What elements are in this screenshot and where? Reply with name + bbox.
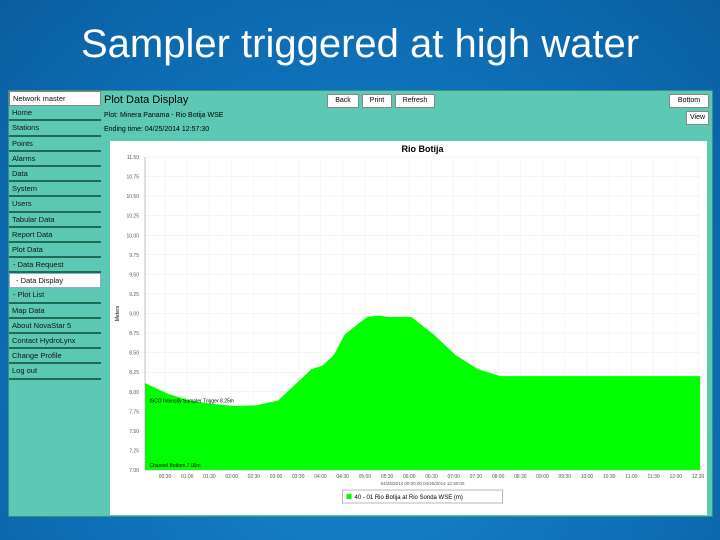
- x-tick-label: 05:30: [381, 474, 394, 480]
- back-button[interactable]: Back: [327, 94, 359, 108]
- sidebar-item[interactable]: System: [9, 182, 101, 198]
- y-tick-label: 9.00: [129, 312, 139, 318]
- plot-name: Plot: Minera Panama - Rio Botija WSE: [104, 112, 224, 119]
- y-tick-label: 11.50: [127, 155, 139, 161]
- x-tick-label: 12:00: [670, 474, 683, 480]
- plot-area: Rio Botija 11.50 10.75 10.50 10.25 10.00 9.75 9…: [110, 141, 707, 515]
- sidebar-item[interactable]: Users: [9, 197, 101, 213]
- y-tick-label: 9.50: [129, 272, 139, 278]
- y-tick-label: 8.00: [129, 390, 139, 396]
- sidebar-item[interactable]: About NovaStar 5: [9, 319, 101, 334]
- x-tick-label: 01:30: [203, 474, 216, 480]
- x-tick-label: 05:00: [359, 474, 372, 480]
- y-tick-label: 8.25: [129, 370, 139, 376]
- x-tick-label: 01:00: [181, 474, 194, 480]
- x-tick-label: 04:30: [336, 474, 349, 480]
- sidebar-item[interactable]: Alarms: [9, 152, 101, 167]
- sidebar-item[interactable]: - Data Display: [9, 273, 101, 289]
- x-tick-label: 07:30: [470, 474, 483, 480]
- sidebar-item[interactable]: Report Data: [9, 228, 101, 243]
- slide-title: Sampler triggered at high water: [80, 22, 640, 66]
- x-tick-label: 00:30: [159, 474, 172, 480]
- y-tick-label: 7.75: [129, 409, 139, 415]
- ending-time: Ending time: 04/25/2014 12:57:30: [104, 126, 210, 133]
- y-axis-label: Meters: [115, 305, 121, 321]
- sidebar-item[interactable]: Contact HydroLynx: [9, 334, 101, 350]
- sidebar-item[interactable]: Stations: [9, 121, 101, 137]
- x-tick-label: 09:00: [536, 474, 549, 480]
- y-tick-label: 10.50: [126, 194, 139, 200]
- y-tick-label: 10.25: [126, 214, 139, 220]
- x-tick-label: 03:30: [292, 474, 305, 480]
- x-tick-label: 10:00: [581, 474, 594, 480]
- y-tick-label: 9.75: [129, 253, 139, 259]
- x-tick-label: 09:30: [558, 474, 571, 480]
- x-tick-label: 06:00: [403, 474, 416, 480]
- x-tick-label: 11:00: [625, 474, 637, 480]
- x-tick-label: 08:00: [492, 474, 505, 480]
- app-window: Network master Home Stations Points Alarms Da…: [8, 90, 713, 517]
- print-button[interactable]: Print: [362, 94, 392, 108]
- chart-svg: Rio Botija 11.50 10.75 10.50 10.25 10.00 9.75 9…: [115, 144, 705, 504]
- page-title: Plot Data Display: [104, 94, 189, 106]
- bottom-button[interactable]: Bottom: [669, 94, 709, 108]
- y-tick-label: 7.25: [129, 448, 139, 454]
- sidebar-item[interactable]: - Data Request: [9, 258, 101, 274]
- sidebar-item[interactable]: Tabular Data: [9, 213, 101, 228]
- sidebar-item[interactable]: Log out: [9, 364, 101, 380]
- view-button[interactable]: View: [686, 111, 709, 125]
- legend-label: 40 - 01 Rio Botija at Rio Sonda WSE (m): [355, 495, 463, 501]
- legend-swatch: [346, 494, 352, 499]
- sidebar-item[interactable]: Network master: [9, 91, 101, 107]
- area-series: [145, 315, 700, 470]
- x-tick-label: 12:30: [692, 474, 705, 480]
- annotation: ISCO Intensity Sampler Trigger 8.25m: [149, 398, 233, 404]
- sidebar-item[interactable]: Plot Data: [9, 243, 101, 259]
- y-tick-label: 9.25: [129, 292, 139, 298]
- y-tick-label: 10.75: [126, 175, 139, 181]
- y-tick-label: 8.75: [129, 331, 139, 337]
- x-tick-label: 02:30: [248, 474, 261, 480]
- x-tick-label: 11:30: [648, 474, 660, 480]
- x-tick-label: 06:30: [425, 474, 438, 480]
- legend-box: [342, 489, 503, 504]
- refresh-button[interactable]: Refresh: [395, 94, 435, 108]
- x-tick-label: 03:00: [270, 474, 283, 480]
- y-tick-label: 8.50: [129, 351, 139, 357]
- sidebar-item[interactable]: Points: [9, 137, 101, 152]
- x-tick-label: 10:30: [603, 474, 616, 480]
- x-tick-label: 07:00: [447, 474, 460, 480]
- sidebar-item[interactable]: Change Profile: [9, 349, 101, 365]
- chart-title: Rio Botija: [402, 144, 445, 154]
- sidebar-item[interactable]: Map Data: [9, 304, 101, 319]
- x-tick-label: 08:30: [514, 474, 527, 480]
- sidebar: Network master Home Stations Points Alarms Da…: [9, 91, 101, 380]
- y-tick-label: 7.00: [129, 468, 139, 474]
- x-date-label: 04/25/2014 00:00:00 04/25/2014 12:30:00: [381, 481, 465, 486]
- y-tick-label: 10.00: [126, 233, 139, 239]
- sidebar-item[interactable]: - Plot List: [9, 288, 101, 304]
- x-tick-label: 02:00: [225, 474, 238, 480]
- annotation: Channel Bottom 7.00m: [149, 463, 200, 469]
- sidebar-item[interactable]: Home: [9, 106, 101, 122]
- sidebar-item[interactable]: Data: [9, 167, 101, 183]
- x-tick-label: 04:00: [314, 474, 327, 480]
- y-tick-label: 7.50: [129, 429, 139, 435]
